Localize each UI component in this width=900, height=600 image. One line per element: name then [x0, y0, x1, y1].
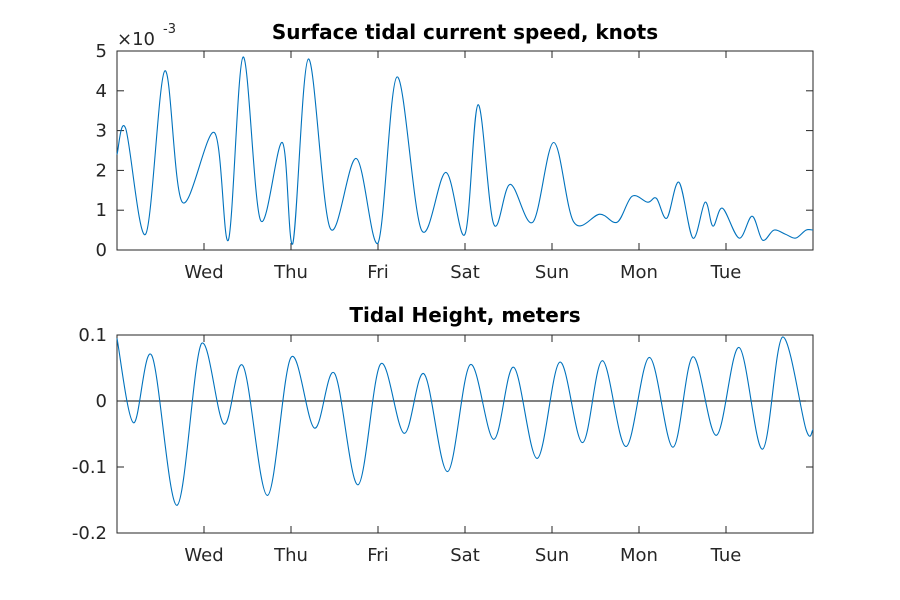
- current-speed-title: Surface tidal current speed, knots: [272, 20, 658, 44]
- current-speed-y-tick-label: 2: [96, 160, 107, 181]
- tidal-height-x-tick-label: Fri: [367, 545, 388, 566]
- tidal-height-x-ticks: Wed Thu Fri Sat Sun Mon Tue: [184, 335, 741, 566]
- tidal-height-y-tick-label: -0.1: [72, 457, 107, 478]
- current-speed-exponent-label: ×10 -3: [117, 22, 176, 50]
- current-speed-x-tick-label: Fri: [367, 262, 388, 283]
- tidal-height-x-tick-label: Tue: [710, 545, 742, 566]
- current-speed-y-tick-label: 4: [96, 81, 107, 102]
- tidal-height-y-ticks: -0.2 -0.1 0 0.1: [72, 325, 813, 544]
- tidal-height-title: Tidal Height, meters: [349, 303, 580, 327]
- current-speed-y-tick-label: 5: [96, 41, 107, 62]
- current-speed-x-tick-label: Wed: [184, 262, 223, 283]
- tidal-height-x-tick-label: Thu: [273, 545, 308, 566]
- current-speed-x-tick-label: Tue: [710, 262, 742, 283]
- tidal-height-x-tick-label: Mon: [620, 545, 658, 566]
- current-speed-x-ticks: Wed Thu Fri Sat Sun Mon Tue: [184, 51, 741, 283]
- tidal-height-plot-area: [116, 334, 814, 534]
- tidal-height-y-tick-label: 0.1: [78, 325, 107, 346]
- current-speed-y-tick-label: 1: [96, 200, 107, 221]
- tidal-height-x-tick-label: Sun: [535, 545, 569, 566]
- tidal-height-axes: Tidal Height, meters -0.2 -0.1 0 0.1 Wed Thu…: [72, 303, 814, 566]
- current-speed-series-line: [116, 56, 814, 245]
- current-speed-y-tick-label: 0: [96, 240, 107, 261]
- exponent-power: -3: [163, 22, 176, 37]
- current-speed-x-tick-label: Sun: [535, 262, 569, 283]
- tidal-height-series-line: [116, 336, 814, 506]
- current-speed-x-tick-label: Thu: [273, 262, 308, 283]
- current-speed-x-tick-label: Mon: [620, 262, 658, 283]
- tidal-height-x-tick-label: Wed: [184, 545, 223, 566]
- tidal-height-y-tick-label: -0.2: [72, 523, 107, 544]
- current-speed-x-tick-label: Sat: [450, 262, 480, 283]
- current-speed-y-tick-label: 3: [96, 121, 107, 142]
- current-speed-axes: Surface tidal current speed, knots ×10 -…: [96, 20, 814, 283]
- tidal-height-x-tick-label: Sat: [450, 545, 480, 566]
- current-speed-y-ticks: 0 1 2 3 4 5: [96, 41, 813, 261]
- tidal-height-y-tick-label: 0: [96, 391, 107, 412]
- exponent-base: ×10: [117, 29, 155, 50]
- current-speed-plot-area: [116, 50, 814, 251]
